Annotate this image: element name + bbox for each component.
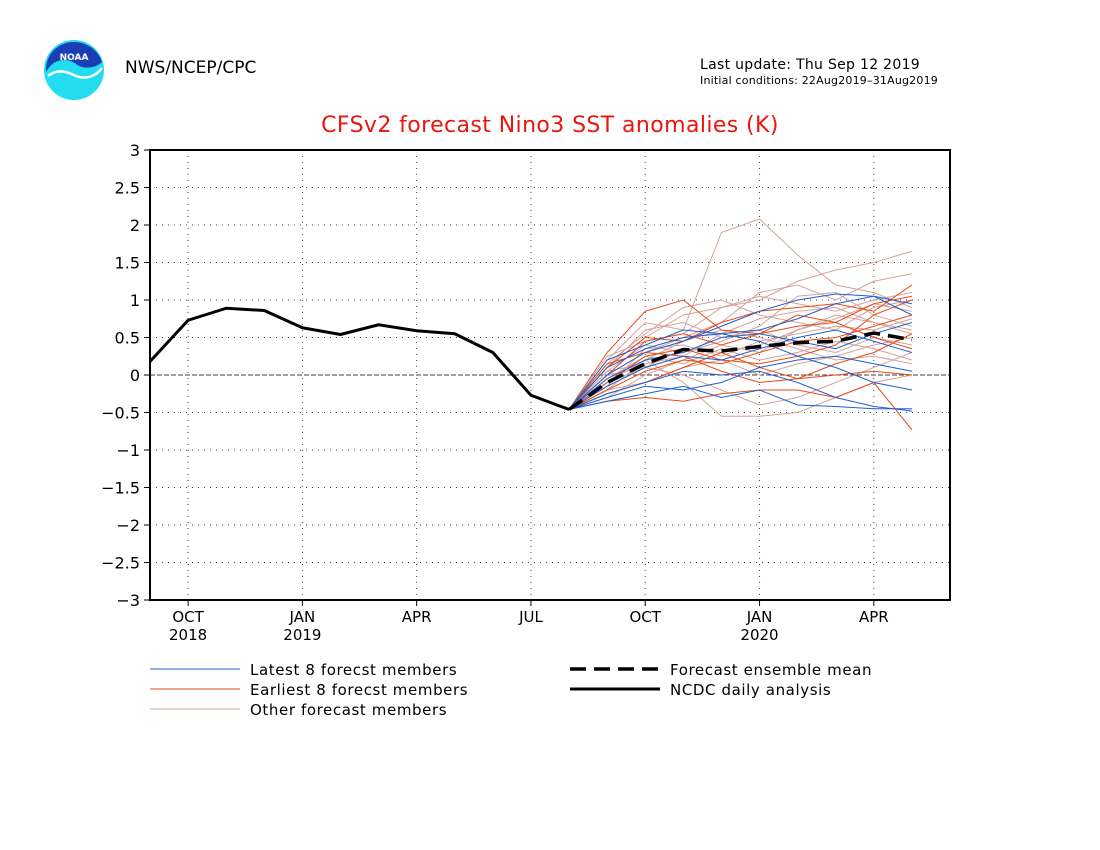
chart-title: CFSv2 forecast Nino3 SST anomalies (K) [321, 113, 779, 138]
y-tick-label: −0.5 [101, 404, 140, 423]
latest-member-line [568, 295, 913, 410]
x-tick-label: OCT [630, 608, 662, 626]
latest-member-line [568, 329, 913, 410]
y-tick-label: −2.5 [101, 554, 140, 573]
y-tick-label: 2 [130, 216, 140, 235]
latest-member-line [568, 355, 913, 410]
x-tick-label: JAN [746, 608, 773, 626]
ensemble-mean-line [568, 331, 913, 411]
initial-conditions-label: Initial conditions: 22Aug2019–31Aug2019 [700, 74, 938, 87]
x-tick-year-label: 2019 [283, 626, 321, 644]
x-tick-year-label: 2020 [740, 626, 778, 644]
latest-member-line [568, 293, 913, 410]
x-tick-label: JUL [518, 608, 543, 626]
latest-member-line [568, 385, 912, 410]
x-tick-year-label: 2018 [169, 626, 207, 644]
x-tick-label: APR [859, 608, 889, 626]
y-tick-label: −1 [116, 441, 140, 460]
analysis-line [148, 306, 570, 411]
y-tick-label: 3 [130, 141, 140, 160]
organization-label: NWS/NCEP/CPC [125, 58, 257, 78]
last-update-label: Last update: Thu Sep 12 2019 [700, 57, 920, 73]
y-tick-label: 0.5 [115, 329, 140, 348]
logo-wave [47, 67, 103, 79]
logo-text: NOAA [60, 53, 89, 63]
y-tick-label: 0 [130, 366, 140, 385]
legend-latest-label: Latest 8 forecst members [250, 661, 457, 679]
y-tick-label: 1.5 [115, 254, 140, 273]
latest-member-line [568, 370, 912, 412]
legend-mean-label: Forecast ensemble mean [670, 661, 872, 679]
axis-layer: 32.521.510.50−0.5−1−1.5−2−2.5−3OCT2018JA… [101, 141, 951, 644]
grid-layer [150, 150, 950, 600]
other-member-line [568, 218, 913, 410]
legend-other-label: Other forecast members [250, 701, 447, 719]
x-tick-label: APR [402, 608, 432, 626]
latest-member-line [568, 322, 913, 410]
y-tick-label: 1 [130, 291, 140, 310]
y-tick-label: −1.5 [101, 479, 140, 498]
legend-analysis-label: NCDC daily analysis [670, 681, 831, 699]
x-tick-label: OCT [172, 608, 204, 626]
earliest-member-line [568, 381, 913, 431]
series-layer [148, 218, 913, 431]
logo-bird [46, 42, 102, 72]
y-tick-label: 2.5 [115, 179, 140, 198]
other-member-line [568, 303, 913, 410]
y-tick-label: −3 [116, 591, 140, 610]
other-member-line [568, 337, 913, 410]
earliest-member-line [568, 314, 913, 410]
legend-layer: Latest 8 forecst members Earliest 8 forec… [150, 661, 872, 719]
y-tick-label: −2 [116, 516, 140, 535]
noaa-logo-icon: NOAA [43, 39, 105, 101]
other-member-line [568, 299, 913, 410]
legend-earliest-label: Earliest 8 forecst members [250, 681, 468, 699]
x-tick-label: JAN [289, 608, 316, 626]
